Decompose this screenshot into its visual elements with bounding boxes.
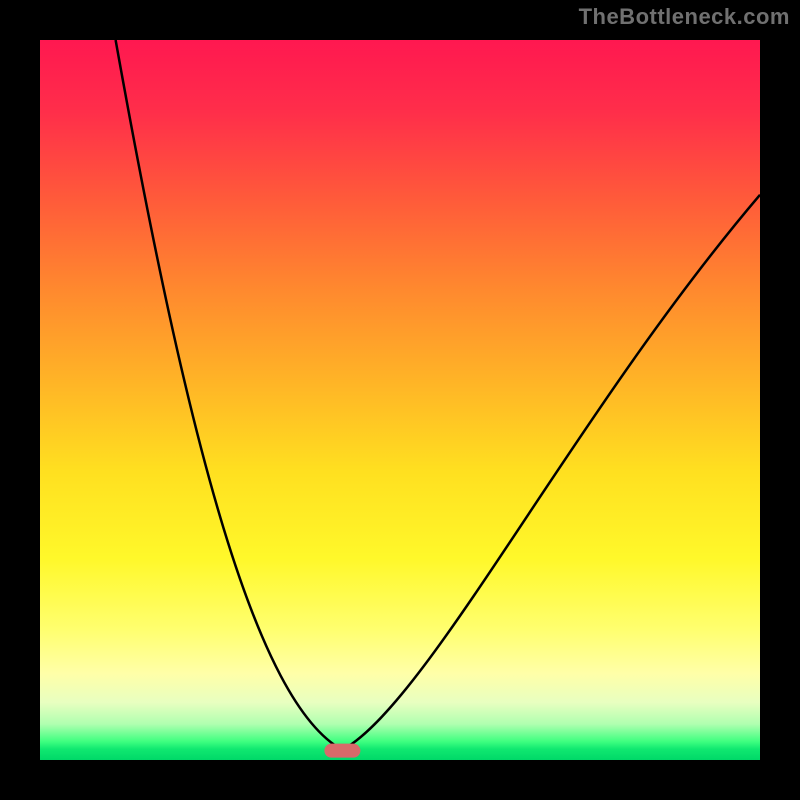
chart-frame: TheBottleneck.com bbox=[0, 0, 800, 800]
watermark-label: TheBottleneck.com bbox=[579, 4, 790, 30]
gradient-background bbox=[40, 40, 760, 760]
cusp-marker bbox=[324, 744, 360, 758]
bottleneck-chart bbox=[0, 0, 800, 800]
